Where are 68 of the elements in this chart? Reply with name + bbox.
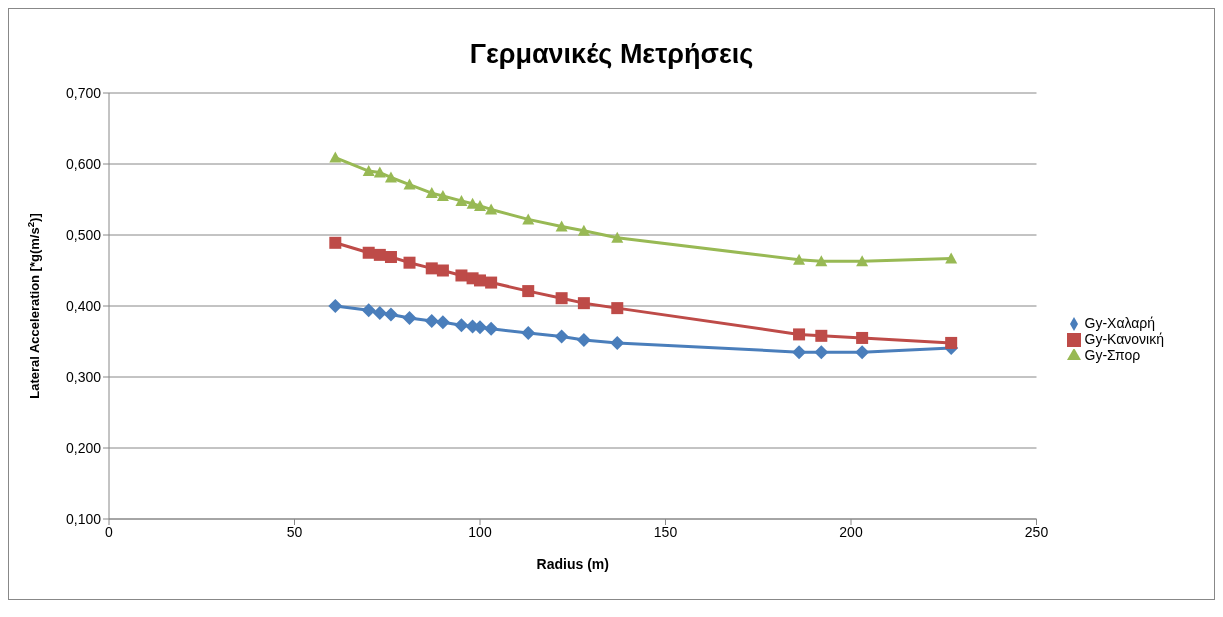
point <box>373 166 386 178</box>
point <box>328 299 343 313</box>
point <box>485 203 498 215</box>
point <box>815 255 828 267</box>
point <box>554 329 569 344</box>
point <box>855 345 870 360</box>
point <box>362 165 375 177</box>
point <box>555 292 568 305</box>
x-tick-label: 200 <box>839 523 863 540</box>
point <box>425 262 438 275</box>
point <box>610 335 625 350</box>
x-tick-label: 150 <box>653 523 678 540</box>
chart-title: Γερμανικές Μετρήσεις <box>468 38 755 71</box>
point <box>792 345 807 360</box>
point <box>455 269 468 282</box>
point <box>945 252 958 264</box>
x-tick-label: 250 <box>1024 523 1049 540</box>
point <box>611 231 624 243</box>
y-tick-label: 0,300 <box>65 368 102 385</box>
point <box>329 151 342 163</box>
point <box>329 236 342 249</box>
point <box>555 220 568 232</box>
y-tick-label: 0,500 <box>65 226 102 243</box>
point <box>362 246 375 259</box>
y-tick-label: 0,400 <box>65 297 102 314</box>
x-axis-title: Radius (m) <box>536 556 609 572</box>
point <box>454 318 469 333</box>
point <box>611 302 624 315</box>
point <box>425 187 438 199</box>
legend-label: Gy-Κανονική <box>1084 330 1164 347</box>
point <box>522 213 535 225</box>
point <box>402 311 417 326</box>
point <box>793 328 806 341</box>
point <box>577 224 590 236</box>
point <box>383 307 398 322</box>
point <box>815 329 828 342</box>
legend-label: Gy-Σπορ <box>1084 347 1141 364</box>
point <box>856 255 869 267</box>
point <box>403 178 416 190</box>
point <box>384 251 397 264</box>
point <box>436 189 449 201</box>
point <box>384 171 397 183</box>
point <box>484 321 499 336</box>
point <box>793 253 806 265</box>
point <box>455 194 468 206</box>
point <box>522 285 535 298</box>
point <box>436 264 449 277</box>
y-tick-label: 0,600 <box>65 155 102 172</box>
point <box>474 199 486 211</box>
x-tick-label: 50 <box>286 523 303 540</box>
point <box>814 345 829 360</box>
point <box>576 333 591 348</box>
legend-label: Gy-Χαλαρή <box>1084 314 1156 331</box>
point <box>424 313 439 328</box>
y-tick-label: 0,100 <box>65 510 102 527</box>
x-tick-label: 100 <box>468 523 492 540</box>
point <box>361 303 376 318</box>
y-tick-label: 0,200 <box>65 439 102 456</box>
point <box>403 256 416 269</box>
y-tick-label: 0,700 <box>65 84 102 101</box>
point <box>577 297 590 310</box>
point <box>521 325 536 340</box>
point <box>856 331 869 344</box>
point <box>435 315 450 330</box>
point <box>372 306 387 321</box>
point <box>485 276 498 289</box>
x-tick-label: 0 <box>105 523 114 540</box>
point <box>945 336 958 349</box>
